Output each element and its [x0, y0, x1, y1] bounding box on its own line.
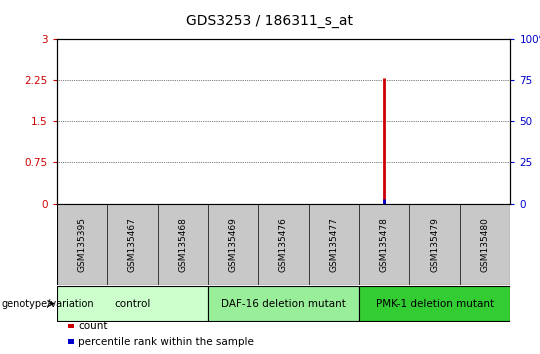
Bar	[57, 286, 208, 321]
Text: control: control	[114, 298, 151, 309]
Text: PMK-1 deletion mutant: PMK-1 deletion mutant	[376, 298, 494, 309]
Text: GSM135477: GSM135477	[329, 217, 339, 272]
Text: GSM135478: GSM135478	[380, 217, 389, 272]
Text: GSM135476: GSM135476	[279, 217, 288, 272]
Text: GSM135468: GSM135468	[178, 217, 187, 272]
Text: genotype/variation: genotype/variation	[1, 298, 94, 309]
Text: percentile rank within the sample: percentile rank within the sample	[78, 337, 254, 347]
Text: GDS3253 / 186311_s_at: GDS3253 / 186311_s_at	[186, 14, 354, 28]
Bar	[359, 286, 510, 321]
Text: GSM135395: GSM135395	[77, 217, 86, 272]
Text: count: count	[78, 321, 108, 331]
Text: DAF-16 deletion mutant: DAF-16 deletion mutant	[221, 298, 346, 309]
Bar	[208, 286, 359, 321]
Text: GSM135467: GSM135467	[128, 217, 137, 272]
Text: GSM135480: GSM135480	[481, 217, 490, 272]
Text: GSM135479: GSM135479	[430, 217, 439, 272]
Text: GSM135469: GSM135469	[228, 217, 238, 272]
